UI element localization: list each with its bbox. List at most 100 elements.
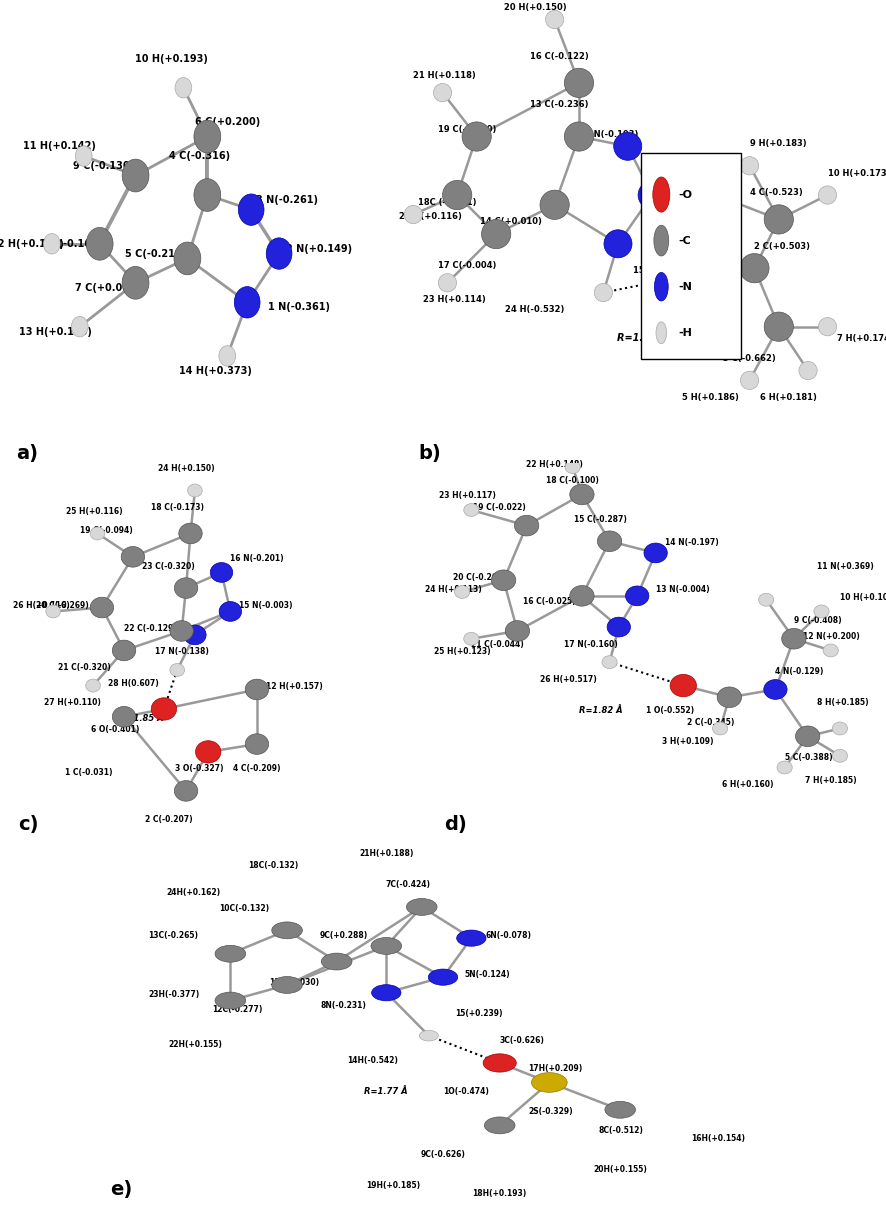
Text: 15 C(-0.287): 15 C(-0.287) [574, 514, 626, 524]
Circle shape [485, 1117, 515, 1134]
Circle shape [122, 267, 149, 299]
Text: -O: -O [679, 189, 692, 200]
Circle shape [219, 346, 236, 366]
Text: -N: -N [679, 282, 692, 291]
Circle shape [179, 523, 202, 544]
Circle shape [371, 985, 401, 1001]
Text: 7 H(+0.185): 7 H(+0.185) [804, 777, 857, 785]
Circle shape [740, 254, 769, 283]
Text: 17 N(-0.138): 17 N(-0.138) [155, 647, 208, 656]
Circle shape [764, 680, 787, 700]
Circle shape [564, 122, 594, 151]
Text: 19 C(-0.022): 19 C(-0.022) [472, 503, 525, 512]
Circle shape [210, 563, 233, 583]
Text: 13 C(-0.236): 13 C(-0.236) [530, 100, 589, 110]
Circle shape [428, 969, 458, 985]
Text: 21 C(-0.320): 21 C(-0.320) [58, 663, 111, 672]
Text: 3 O(-0.327): 3 O(-0.327) [175, 764, 223, 773]
Text: 6 H(+0.181): 6 H(+0.181) [760, 393, 817, 402]
Text: 21 H(+0.118): 21 H(+0.118) [413, 71, 476, 80]
Circle shape [463, 503, 479, 517]
Text: 3C(-0.626): 3C(-0.626) [500, 1036, 545, 1046]
Text: 5 H(+0.186): 5 H(+0.186) [682, 393, 739, 402]
Text: 16 C(-0.025): 16 C(-0.025) [524, 596, 576, 606]
Circle shape [407, 898, 437, 915]
Circle shape [654, 226, 669, 256]
Circle shape [113, 640, 136, 661]
Text: R=1.86 Å: R=1.86 Å [618, 333, 667, 344]
Circle shape [655, 273, 668, 301]
Text: 24 H(+0.150): 24 H(+0.150) [158, 464, 214, 473]
Text: 1 O(-0.422): 1 O(-0.422) [672, 285, 726, 295]
Circle shape [215, 945, 245, 962]
Text: 24 H(-0.532): 24 H(-0.532) [505, 305, 565, 315]
Circle shape [505, 620, 530, 641]
Text: 16 C(-0.122): 16 C(-0.122) [530, 51, 589, 61]
Text: 8 H(+0.185): 8 H(+0.185) [817, 698, 868, 707]
Circle shape [626, 586, 649, 606]
Circle shape [462, 122, 491, 151]
Text: c): c) [18, 814, 38, 834]
Text: 17 C(-0.004): 17 C(-0.004) [438, 261, 496, 271]
Circle shape [322, 953, 352, 970]
Text: 13 N(-0.004): 13 N(-0.004) [656, 585, 710, 594]
Circle shape [777, 761, 792, 774]
Text: 6 H(+0.160): 6 H(+0.160) [722, 780, 773, 789]
Text: 3 C(-0.662): 3 C(-0.662) [723, 354, 776, 363]
Circle shape [832, 750, 848, 762]
Text: 14 H(+0.373): 14 H(+0.373) [179, 366, 252, 375]
Text: 10 H(+0.193): 10 H(+0.193) [135, 54, 208, 63]
Text: 14 N(-0.197): 14 N(-0.197) [664, 538, 719, 547]
Circle shape [267, 238, 291, 269]
Text: 10C(-0.132): 10C(-0.132) [220, 903, 269, 913]
Circle shape [113, 707, 136, 727]
Circle shape [175, 780, 198, 801]
Text: 11 N(-0.003): 11 N(-0.003) [662, 183, 721, 193]
Circle shape [170, 620, 193, 641]
Circle shape [796, 727, 820, 746]
Text: 1 N(-0.361): 1 N(-0.361) [268, 302, 330, 312]
Circle shape [86, 679, 100, 692]
Circle shape [152, 697, 176, 720]
Circle shape [682, 177, 700, 194]
Circle shape [72, 317, 88, 336]
Text: 19H(+0.185): 19H(+0.185) [366, 1181, 421, 1190]
Text: 9C(+0.288): 9C(+0.288) [320, 931, 368, 940]
Circle shape [604, 229, 632, 257]
Circle shape [823, 644, 838, 657]
Text: 12C(-0.277): 12C(-0.277) [213, 1006, 262, 1014]
Circle shape [712, 722, 727, 735]
Text: 5N(-0.124): 5N(-0.124) [464, 970, 509, 979]
Circle shape [653, 177, 670, 212]
Circle shape [245, 734, 268, 755]
Text: 22H(+0.155): 22H(+0.155) [168, 1040, 222, 1050]
Text: 22 C(-0.129): 22 C(-0.129) [124, 624, 177, 633]
Circle shape [122, 160, 149, 191]
Text: d): d) [444, 814, 466, 834]
Circle shape [43, 234, 60, 254]
Circle shape [443, 180, 471, 210]
Text: 13 H(+0.165): 13 H(+0.165) [19, 327, 92, 336]
Text: 11 H(+0.142): 11 H(+0.142) [23, 141, 97, 151]
Circle shape [570, 484, 595, 505]
Text: 19 C(-0.050): 19 C(-0.050) [438, 124, 496, 134]
Circle shape [175, 78, 191, 98]
Circle shape [170, 663, 184, 677]
Circle shape [439, 273, 456, 291]
Text: 14H(-0.542): 14H(-0.542) [346, 1056, 398, 1065]
Circle shape [183, 625, 206, 645]
Circle shape [595, 283, 612, 301]
Text: a): a) [16, 444, 38, 463]
Circle shape [515, 516, 539, 536]
Text: 8 C(-0.162): 8 C(-0.162) [41, 239, 103, 249]
Text: 25 H(+0.116): 25 H(+0.116) [66, 507, 123, 516]
Text: 10 H(+0.173): 10 H(+0.173) [828, 168, 886, 178]
Text: 6N(-0.078): 6N(-0.078) [486, 931, 532, 940]
Text: 4 C(-0.523): 4 C(-0.523) [750, 188, 803, 197]
Text: 24 H(+0.113): 24 H(+0.113) [425, 585, 482, 594]
Text: 7C(-0.424): 7C(-0.424) [385, 880, 430, 890]
Circle shape [638, 180, 666, 210]
Circle shape [741, 371, 758, 390]
Text: 20 C(-0.264): 20 C(-0.264) [453, 573, 506, 583]
Text: 8N(-0.231): 8N(-0.231) [321, 1001, 367, 1011]
